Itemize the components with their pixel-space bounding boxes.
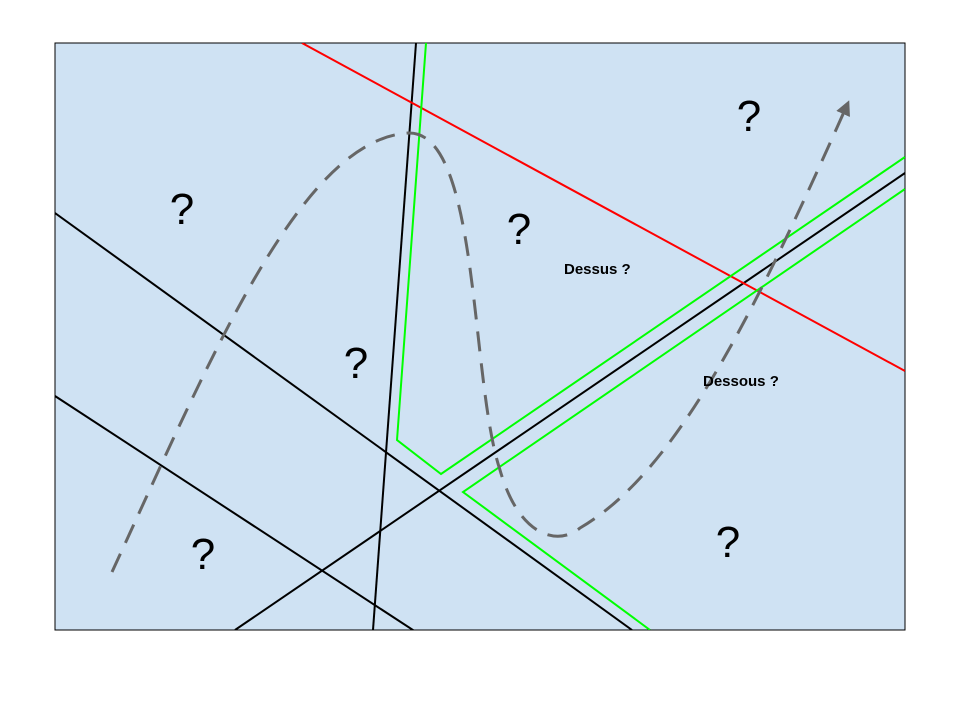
label-above: Dessus ? [564,261,631,278]
region-label-center-left: ? [344,339,368,388]
green-boundary-lower [461,188,905,630]
black-line-descending-upper [55,212,633,630]
region-label-bottom-right: ? [716,518,740,567]
black-line-descending-lower [55,395,415,630]
dashed-curve-arrow [110,100,850,573]
region-label-top-left: ? [170,185,194,234]
green-boundary-upper [395,43,905,476]
black-line-ascending [234,172,905,630]
region-label-top-right: ? [737,92,761,141]
label-below: Dessous ? [703,373,779,390]
region-label-bottom-left: ? [191,530,215,579]
diagram-panel [54,42,906,631]
region-label-center: ? [507,205,531,254]
red-line [301,43,905,372]
